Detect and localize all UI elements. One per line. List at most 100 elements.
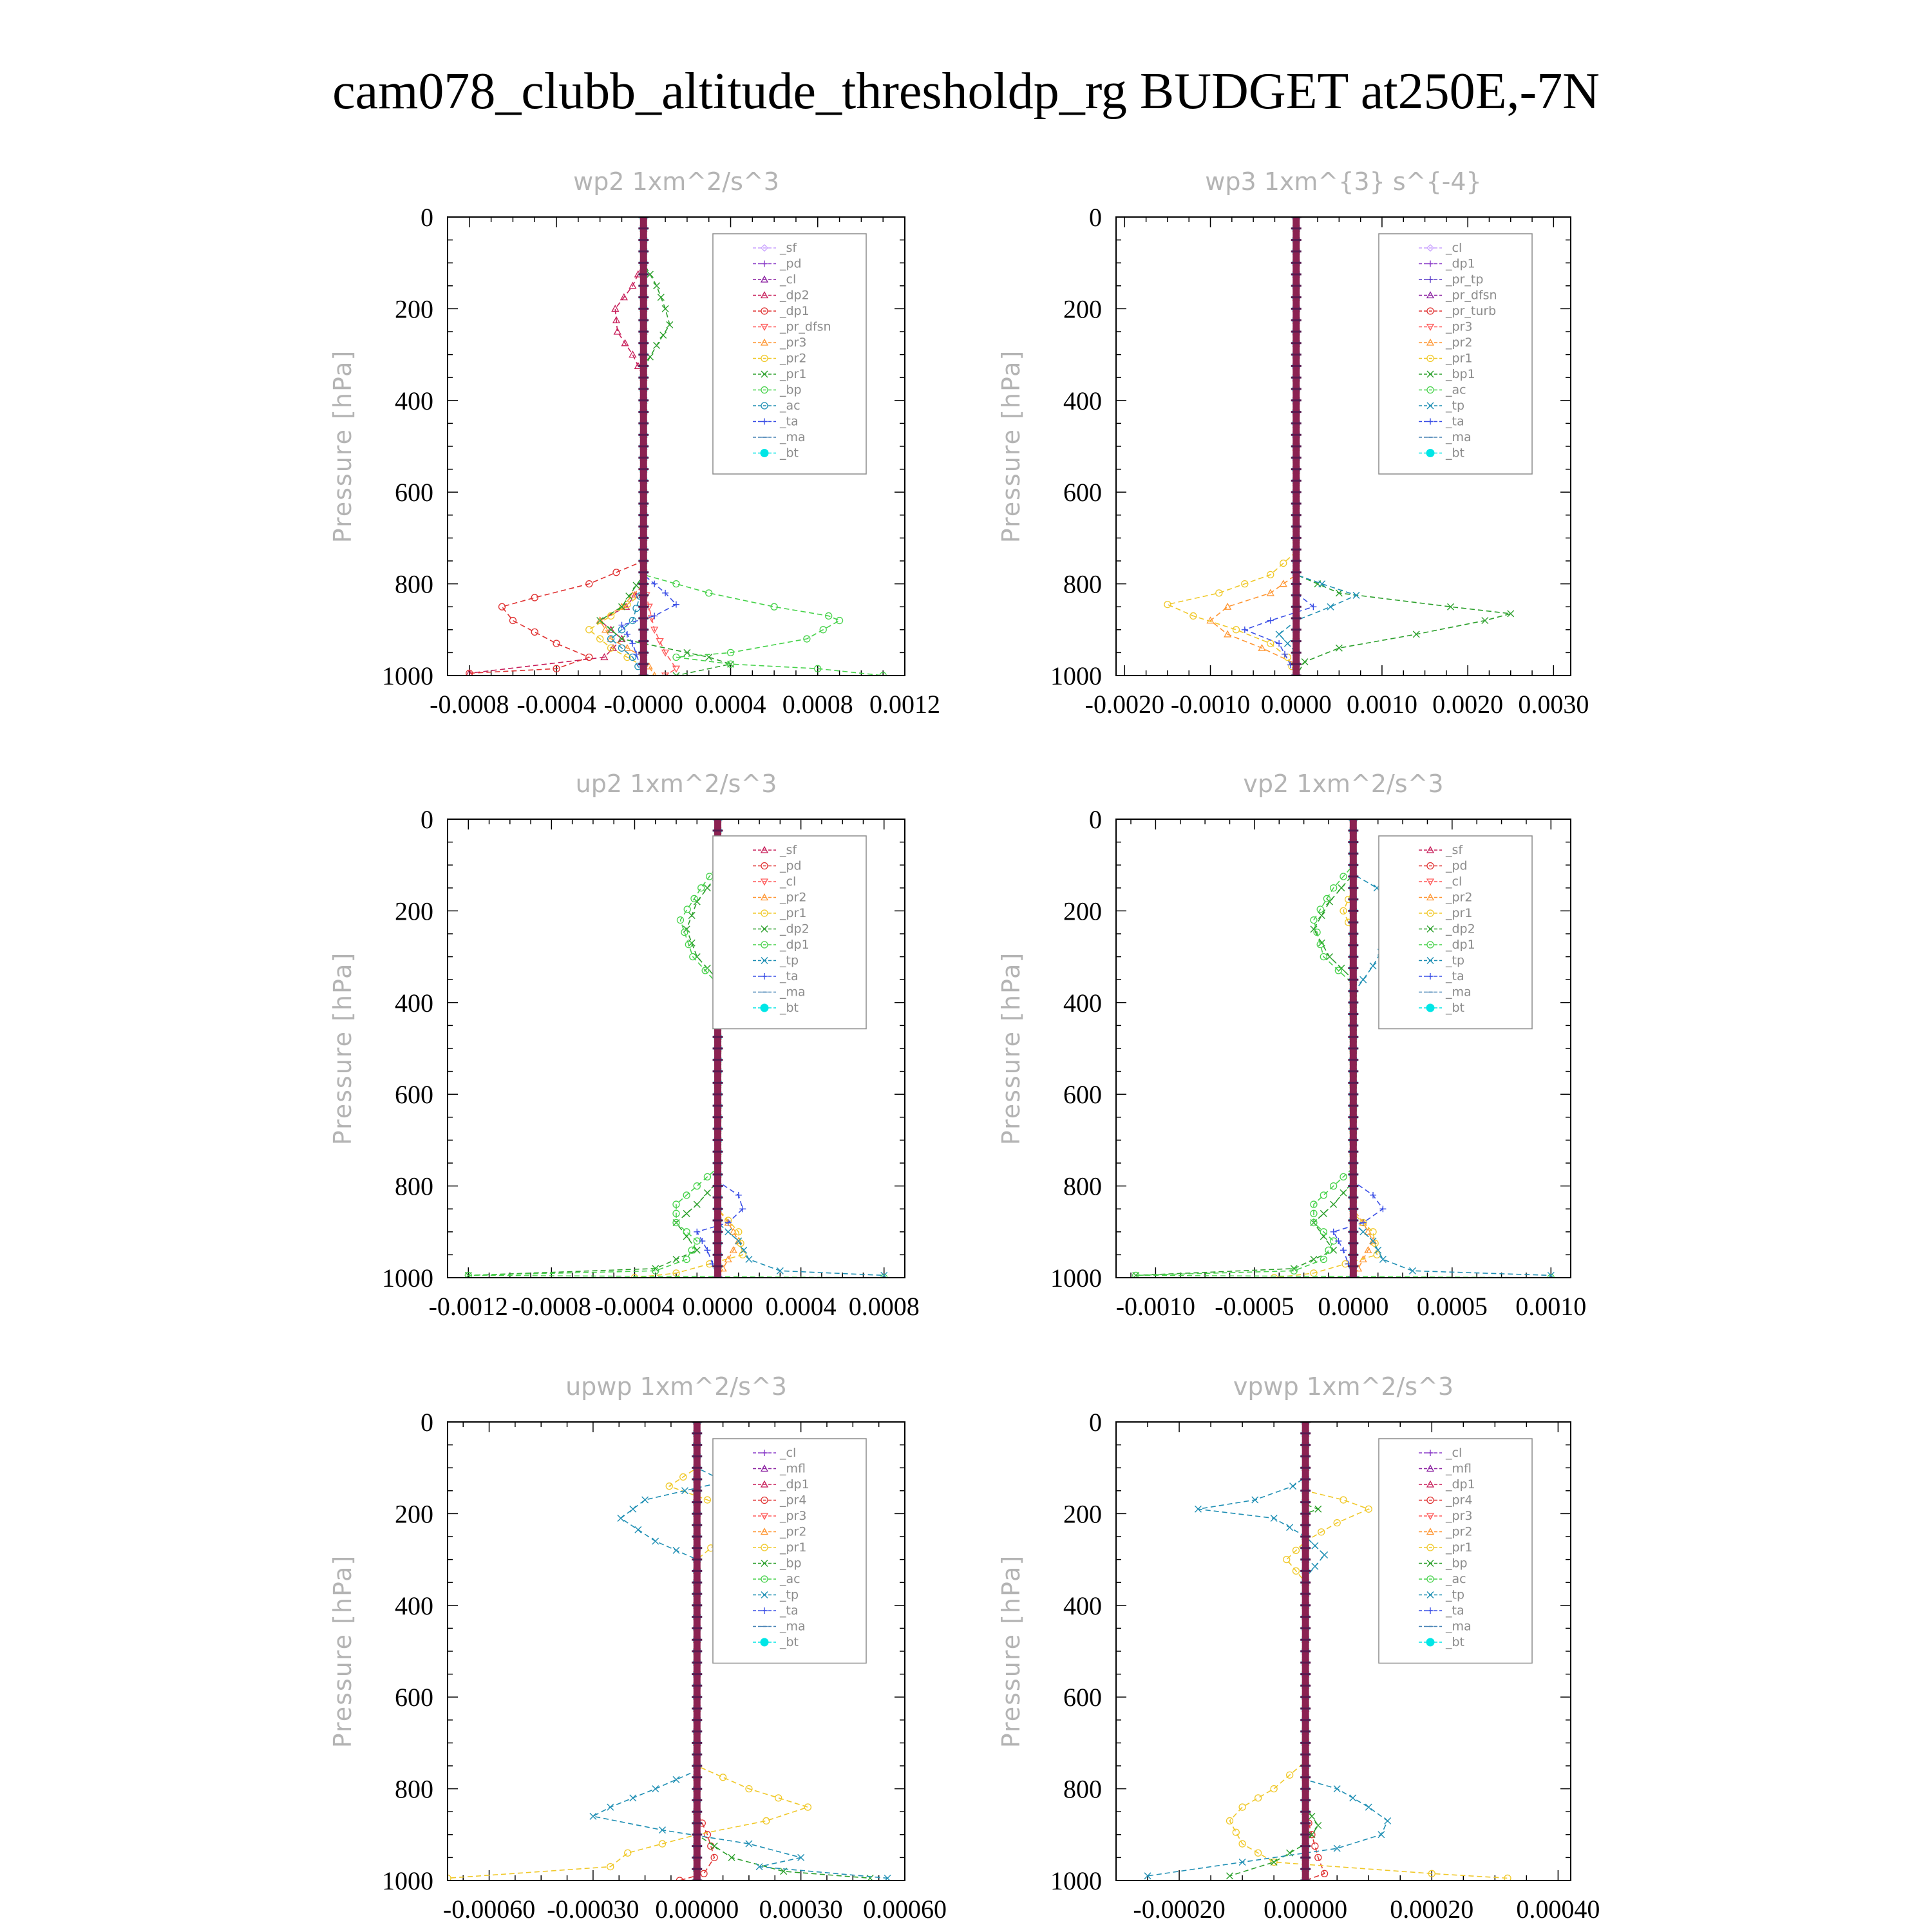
legend-label: _bp1 — [1445, 367, 1475, 381]
legend-label: _pr2 — [1445, 336, 1472, 350]
series-dp1-point — [1340, 1173, 1347, 1181]
series-dp2-point — [629, 350, 637, 358]
series-pr1-point — [804, 1803, 812, 1811]
x-tick-label: -0.00060 — [443, 1895, 535, 1924]
series-tp-point — [755, 1863, 763, 1871]
y-tick-label: 0 — [1089, 805, 1102, 834]
series-pr2-point — [1364, 1245, 1372, 1253]
panel-title: wp2 1xm^2/s^3 — [573, 167, 779, 196]
legend-marker — [1426, 941, 1434, 949]
series-dp1-point — [683, 1255, 690, 1264]
series-pr2-point — [585, 626, 593, 634]
series-bp1-point — [1301, 658, 1309, 666]
plot-frame — [1115, 819, 1571, 1278]
legend-marker — [1427, 973, 1434, 980]
series-bp1-point — [1481, 617, 1489, 625]
series-tp-point — [1270, 1515, 1278, 1522]
series-dp2-point — [688, 912, 696, 920]
series-dp1-point — [1320, 1228, 1327, 1236]
series-bp1-point — [1412, 630, 1420, 638]
series-tp-point — [1408, 1267, 1416, 1274]
legend-marker — [761, 244, 768, 252]
x-tick-label: -0.0005 — [1215, 1292, 1294, 1321]
legend-label: _dp2 — [779, 289, 810, 303]
series-tp-point — [1333, 1844, 1341, 1852]
y-tick-label: 200 — [1063, 1499, 1102, 1528]
series-pr2-line — [1209, 217, 1297, 676]
series-tp-point — [1384, 1817, 1392, 1824]
series-ac-point — [618, 644, 626, 652]
legend-box — [1378, 233, 1533, 475]
y-tick-label: 200 — [395, 896, 433, 925]
series-ta-point — [673, 601, 679, 608]
legend-item: _dp1 — [753, 938, 810, 952]
series-pr4-point — [1314, 1853, 1322, 1862]
legend-item: _pd — [753, 257, 802, 271]
legend-item: _bt — [753, 1001, 799, 1015]
legend-marker — [760, 323, 769, 331]
series-pr2-point — [1224, 602, 1232, 610]
series-pr1-point — [1270, 1785, 1278, 1793]
chart-panels: wp2 1xm^2/s^3 Pressure [hPa] 0 200 400 600 800… — [328, 167, 1600, 1924]
series-tp-point — [1379, 1256, 1387, 1264]
series-tp-point — [1311, 1542, 1319, 1549]
y-tick-label: 200 — [1063, 896, 1102, 925]
plot-frame — [1115, 216, 1571, 676]
legend-label: _pr_dfsn — [779, 320, 831, 334]
series-ta-point — [1379, 1206, 1387, 1213]
legend-item: _sf — [753, 241, 797, 255]
legend-item: _pr_tp — [1419, 272, 1483, 287]
series-bp-point — [1270, 1859, 1278, 1866]
legend-item: _tp — [1419, 1588, 1464, 1602]
series-bp-point — [1226, 1872, 1233, 1880]
legend-box — [1378, 1438, 1533, 1664]
series-bp-point — [726, 660, 735, 668]
legend-box — [712, 1438, 867, 1664]
y-tick-label: 400 — [1063, 1591, 1102, 1620]
legend-item: _pr3 — [753, 1509, 806, 1523]
legend-label: _pr1 — [779, 906, 806, 920]
y-tick-label: 1000 — [1050, 1866, 1102, 1895]
y-axis-label: Pressure [hPa] — [328, 952, 357, 1146]
legend-label: _ta — [1445, 1604, 1464, 1618]
series-tp-point — [607, 1803, 614, 1811]
series-dp1-point — [697, 884, 705, 892]
series-dp1-point — [553, 639, 560, 647]
series-pr2-point — [729, 1245, 737, 1253]
legend-item: _cl — [1419, 1446, 1462, 1460]
series-tp-point — [1359, 1228, 1367, 1236]
legend-label: _pr1 — [1445, 906, 1472, 920]
legend-item: _bt — [1419, 446, 1464, 460]
x-tick-label: 0.0020 — [1432, 690, 1503, 719]
legend-item: _dp1 — [753, 304, 810, 318]
x-tick-label: 0.00020 — [1390, 1895, 1473, 1924]
series-dp1-point — [1320, 952, 1327, 961]
legend-label: _ac — [779, 399, 800, 413]
series-dp1-point — [1310, 916, 1318, 924]
legend-item: _ac — [1419, 383, 1466, 397]
x-tick-label: 0.0008 — [782, 690, 853, 719]
legend-marker — [761, 1575, 768, 1583]
y-tick-label: 200 — [1063, 294, 1102, 323]
legend-marker — [760, 1513, 769, 1520]
legend-item: _mfl — [753, 1462, 806, 1476]
series-dp2-point — [1320, 1209, 1327, 1217]
series-ta-point — [1310, 603, 1317, 611]
series-pr1-point — [1280, 559, 1287, 567]
series-dp1-point — [1320, 1191, 1327, 1199]
series-dp1-line — [468, 819, 884, 1278]
series-dp1-point — [672, 1200, 680, 1208]
legend-marker — [761, 1544, 768, 1551]
series-pr4-point — [710, 1853, 718, 1862]
y-tick-label: 600 — [395, 1683, 433, 1712]
series-ta-point — [651, 612, 658, 620]
legend-marker — [760, 1003, 769, 1012]
legend-label: _cl — [1445, 241, 1462, 255]
series-pr1-point — [1241, 580, 1249, 588]
series-dp2-point — [683, 1209, 690, 1217]
series-dp1-point — [1340, 873, 1347, 880]
series-dp1-point — [1320, 1255, 1327, 1264]
y-tick-label: 200 — [395, 1499, 433, 1528]
legend-marker — [761, 862, 768, 870]
